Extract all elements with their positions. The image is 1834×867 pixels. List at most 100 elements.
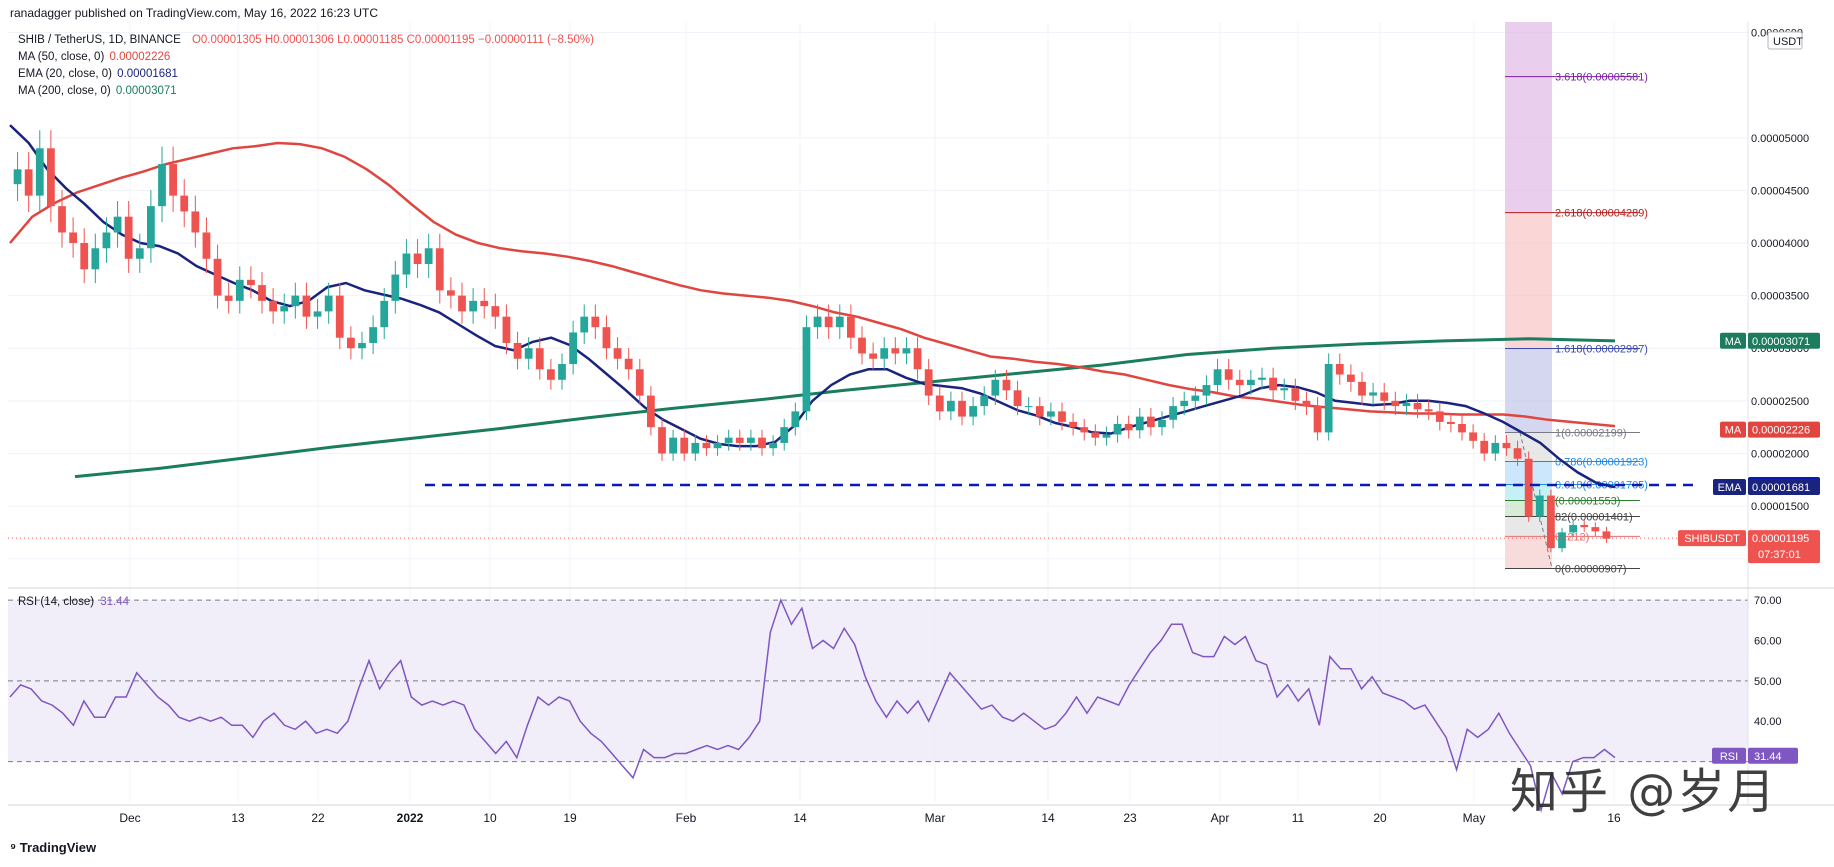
time-tick-label: 11 [1292, 811, 1305, 825]
legend-ema20-row[interactable]: EMA (20, close, 0) 0.00001681 [18, 68, 178, 80]
candle-body [1380, 392, 1389, 401]
tradingview-logo-icon: ⁹ [10, 840, 17, 855]
candle-body [1202, 385, 1211, 396]
rsi-value-tag [1748, 747, 1798, 764]
candle-body [980, 395, 989, 407]
candle-body [713, 442, 722, 449]
candle-body [1335, 364, 1344, 375]
candle-body [91, 248, 100, 270]
price-tick-label: 0.00004500 [1751, 185, 1809, 197]
candle-body [1435, 411, 1444, 422]
candle-body [458, 295, 466, 312]
legend-ma50-row[interactable]: MA (50, close, 0) 0.00002226 [18, 51, 170, 63]
candle-body [1069, 421, 1077, 428]
candle-body [1247, 379, 1255, 386]
candle-body [524, 348, 533, 359]
fib-level-label: 0.786(0.00001923) [1555, 457, 1648, 469]
candle-body [13, 169, 22, 185]
candle-body [1324, 364, 1333, 433]
candle-body [1080, 427, 1089, 433]
candle-body [880, 348, 889, 359]
candle-body [1235, 379, 1244, 386]
candle-body [324, 295, 333, 312]
candle-body [213, 258, 222, 296]
candle-body [269, 300, 277, 312]
candle-body [1291, 388, 1300, 401]
time-tick-label: Feb [676, 811, 697, 825]
candle-body [247, 279, 255, 286]
candle-body [1469, 432, 1477, 441]
candle-body [1302, 400, 1311, 407]
candle-body [1547, 495, 1555, 549]
countdown-label: 07:37:01 [1758, 549, 1801, 561]
price-tick-label: 0.00002500 [1751, 396, 1809, 408]
rsi-legend[interactable]: RSI (14, close) 31.44 [18, 596, 129, 608]
candle-body [47, 148, 55, 207]
candle-body [1580, 525, 1589, 528]
price-pane[interactable] [8, 22, 1748, 585]
candle-body [1535, 495, 1544, 517]
footer-brand[interactable]: ⁹ TradingView [10, 840, 96, 855]
candle-body [735, 437, 744, 443]
candle-body [124, 216, 133, 259]
candle-body [1347, 374, 1355, 382]
rsi-name-tag [1712, 747, 1746, 764]
fib-zone [1505, 76, 1552, 213]
candle-body [147, 206, 155, 249]
candle-body [1213, 369, 1222, 386]
series-name-tag [1678, 530, 1746, 547]
candle-body [758, 437, 766, 449]
candle-body [1280, 388, 1289, 391]
candle-body [891, 348, 900, 354]
candle-body [1558, 532, 1566, 549]
candle-body [80, 242, 89, 270]
rsi-legend-label: RSI (14, close) [18, 596, 95, 608]
ema20-line [9, 124, 1616, 489]
currency-label: USDT [1773, 36, 1803, 48]
legend-ma200-label: MA (200, close, 0) [18, 85, 111, 97]
candle-body [702, 442, 711, 449]
rsi-tick-label: 70.00 [1754, 595, 1782, 607]
candle-body [824, 316, 833, 328]
price-tick-label: 0.00005000 [1751, 133, 1809, 145]
candle-body [913, 348, 922, 370]
time-tick-label: 14 [1041, 811, 1055, 825]
candle-body [1002, 379, 1011, 391]
candle-body [35, 148, 44, 196]
published-line: ranadagger published on TradingView.com,… [10, 6, 379, 20]
fib-trend-line [1519, 432, 1553, 569]
candle-body [1447, 421, 1455, 424]
legend-ma50-label: MA (50, close, 0) [18, 51, 105, 63]
rsi-tick-label: 50.00 [1754, 676, 1782, 688]
price-tick-label: 0.00001500 [1751, 501, 1809, 513]
rsi-tick-label: 60.00 [1754, 635, 1782, 647]
candle-body [802, 327, 811, 412]
candle-body [1113, 423, 1122, 435]
fib-level-label: 2.618(0.00004289) [1555, 208, 1648, 220]
candle-body [991, 379, 1000, 396]
candle-body [1102, 434, 1111, 438]
rsi-name-label: RSI [1720, 751, 1738, 763]
legend-symbol[interactable]: SHIB / TetherUS, 1D, BINANCE [18, 34, 181, 46]
candle-body [869, 353, 877, 359]
fib-level-label: (0.00001553) [1555, 495, 1620, 507]
price-tick-label: 0.00002000 [1751, 448, 1809, 460]
legend-ma200-row[interactable]: MA (200, close, 0) 0.00003071 [18, 85, 177, 97]
candle-body [158, 164, 166, 207]
candle-body [1313, 406, 1322, 433]
candle-body [235, 279, 244, 301]
time-tick-label: 10 [483, 811, 497, 825]
candle-body [402, 253, 411, 275]
legend-ma200-value: 0.00003071 [115, 85, 177, 97]
rsi-series [8, 597, 1748, 814]
candle-body [813, 316, 822, 328]
series-name-label: EMA [1718, 482, 1743, 494]
candle-body [135, 248, 144, 259]
candle-body [1480, 440, 1489, 454]
time-tick-label: 2022 [397, 811, 424, 825]
price-value-label: 0.00002226 [1752, 425, 1810, 437]
candle-body [1502, 442, 1511, 449]
fib-level-label: 82(0.00001401) [1555, 511, 1633, 523]
candle-body [1591, 527, 1600, 532]
candle-body [1047, 411, 1055, 417]
